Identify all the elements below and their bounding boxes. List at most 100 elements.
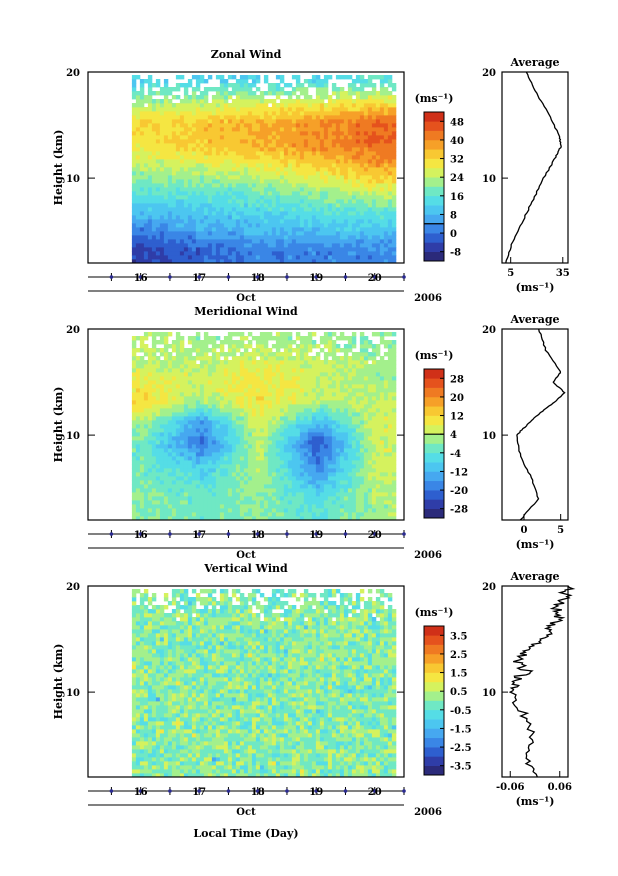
heatmap-cell	[243, 404, 249, 409]
heatmap-cell	[239, 219, 245, 224]
heatmap-cell	[243, 119, 249, 124]
heatmap-cell	[223, 255, 229, 260]
heatmap-cell	[327, 219, 333, 224]
heatmap-cell	[343, 99, 349, 104]
heatmap-cell	[315, 235, 321, 240]
heatmap-cell	[299, 195, 305, 200]
heatmap-cell	[299, 215, 305, 220]
heatmap-cell	[279, 103, 285, 108]
heatmap-cell	[179, 460, 185, 465]
heatmap-cell	[139, 472, 145, 477]
heatmap-cell	[239, 231, 245, 236]
heatmap-cell	[215, 396, 221, 401]
heatmap-cell	[183, 500, 189, 505]
heatmap-cell	[271, 167, 277, 172]
heatmap-cell	[175, 492, 181, 497]
heatmap-cell	[171, 151, 177, 156]
heatmap-cell	[223, 404, 229, 409]
heatmap-cell	[299, 436, 305, 441]
heatmap-cell	[139, 203, 145, 208]
heatmap-cell	[271, 484, 277, 489]
heatmap-cell	[259, 384, 265, 389]
heatmap-cell	[243, 344, 249, 349]
heatmap-cell	[203, 508, 209, 513]
heatmap-cell	[343, 119, 349, 124]
heatmap-cell	[315, 195, 321, 200]
heatmap-cell	[199, 187, 205, 192]
heatmap-cell	[239, 107, 245, 112]
heatmap-cell	[199, 119, 205, 124]
heatmap-cell	[147, 131, 153, 136]
heatmap-cell	[203, 111, 209, 116]
heatmap-cell	[215, 239, 221, 244]
heatmap-cell	[203, 99, 209, 104]
heatmap-cell	[227, 195, 233, 200]
heatmap-cell	[343, 127, 349, 132]
heatmap-cell	[143, 187, 149, 192]
heatmap-cell	[203, 135, 209, 140]
heatmap-cell	[315, 199, 321, 204]
heatmap-cell	[163, 424, 169, 429]
heatmap-cell	[199, 231, 205, 236]
heatmap-cell	[207, 115, 213, 120]
heatmap-cell	[135, 492, 141, 497]
heatmap-cell	[203, 247, 209, 252]
heatmap-cell	[231, 183, 237, 188]
heatmap-cell	[147, 115, 153, 120]
heatmap-cell	[207, 516, 213, 521]
heatmap-cell	[283, 259, 289, 264]
heatmap-cell	[195, 219, 201, 224]
heatmap-cell	[351, 251, 357, 256]
heatmap-cell	[131, 123, 137, 128]
heatmap-cell	[131, 428, 137, 433]
heatmap-cell	[227, 103, 233, 108]
heatmap-cell	[343, 107, 349, 112]
heatmap-cell	[179, 336, 185, 341]
heatmap-cell	[139, 464, 145, 469]
heatmap-cell	[295, 376, 301, 381]
heatmap-cell	[175, 440, 181, 445]
heatmap-cell	[267, 428, 273, 433]
heatmap-cell	[159, 424, 165, 429]
heatmap-cell	[167, 360, 173, 365]
heatmap-cell	[299, 251, 305, 256]
heatmap-cell	[143, 456, 149, 461]
heatmap-cell	[295, 183, 301, 188]
heatmap-cell	[211, 107, 217, 112]
heatmap-cell	[259, 412, 265, 417]
heatmap-cell	[135, 147, 141, 152]
heatmap-cell	[195, 139, 201, 144]
heatmap-cell	[223, 504, 229, 509]
heatmap-cell	[187, 368, 193, 373]
heatmap-cell	[243, 368, 249, 373]
heatmap-cell	[247, 352, 253, 357]
heatmap-cell	[211, 87, 217, 92]
heatmap-cell	[247, 380, 253, 385]
heatmap-cell	[191, 75, 197, 80]
heatmap-cell	[307, 115, 313, 120]
heatmap-cell	[263, 175, 269, 180]
heatmap-cell	[207, 199, 213, 204]
heatmap-cell	[211, 472, 217, 477]
heatmap-cell	[147, 127, 153, 132]
heatmap-cell	[251, 123, 257, 128]
heatmap-cell	[235, 255, 241, 260]
heatmap-cell	[163, 440, 169, 445]
time-axis-marker	[314, 275, 319, 279]
heatmap-cell	[139, 444, 145, 449]
heatmap-cell	[283, 111, 289, 116]
heatmap-cell	[179, 159, 185, 164]
heatmap-cell	[279, 231, 285, 236]
heatmap-cell	[219, 247, 225, 252]
heatmap-cell	[231, 376, 237, 381]
heatmap-cell	[195, 83, 201, 88]
heatmap-cell	[159, 460, 165, 465]
heatmap-cell	[147, 119, 153, 124]
heatmap-cell	[231, 191, 237, 196]
heatmap-cell	[171, 372, 177, 377]
heatmap-cell	[287, 408, 293, 413]
heatmap-cell	[295, 352, 301, 357]
heatmap-cell	[235, 472, 241, 477]
heatmap-cell	[387, 111, 393, 116]
heatmap-cell	[179, 408, 185, 413]
